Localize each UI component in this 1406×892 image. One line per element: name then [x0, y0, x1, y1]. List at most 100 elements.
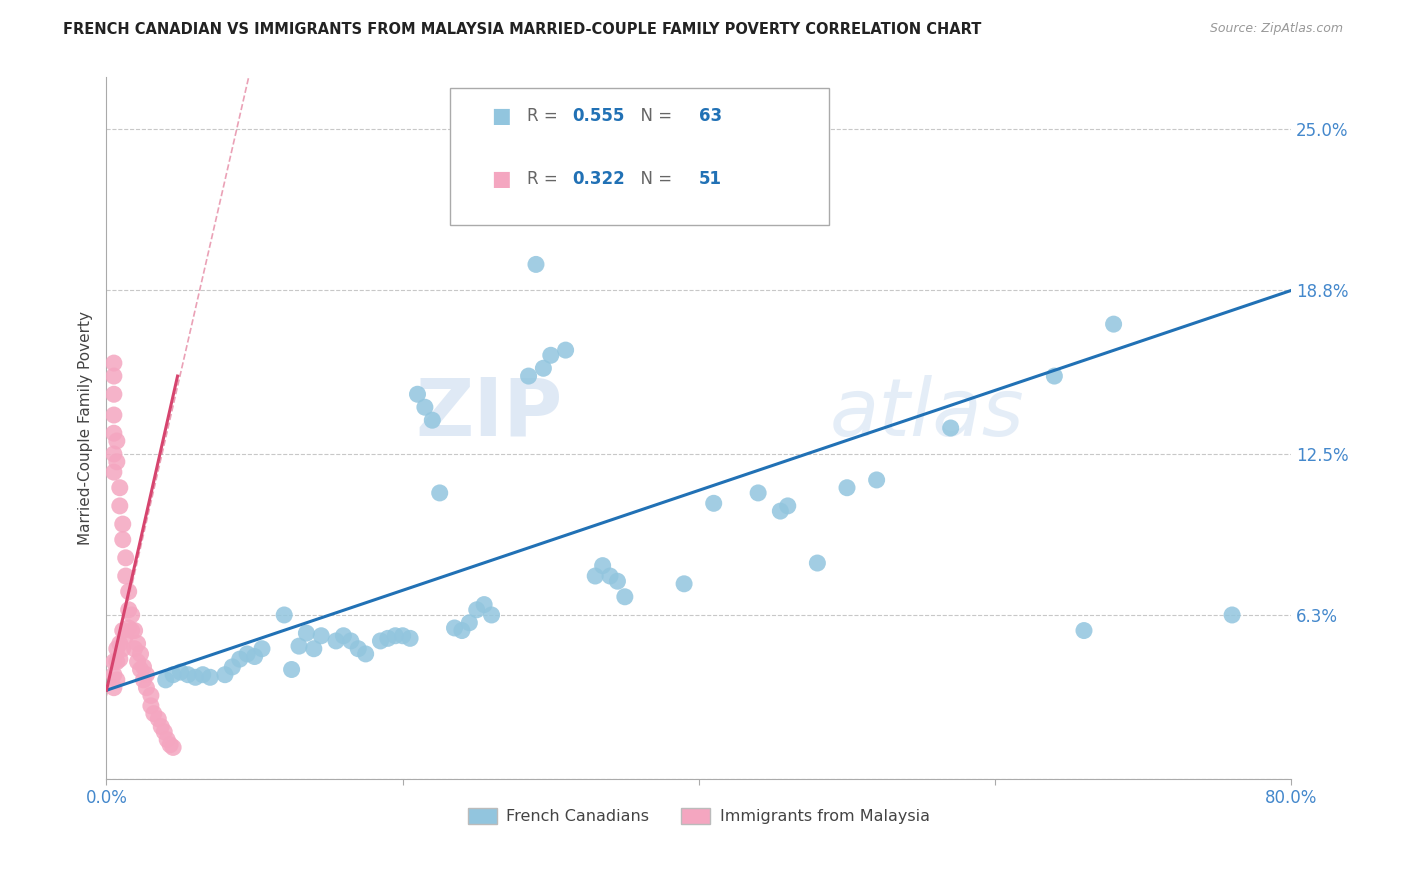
Point: [103, 447, 125, 461]
Point: [465, 603, 488, 617]
Text: 51: 51: [699, 170, 721, 188]
Point: [184, 670, 207, 684]
Y-axis label: Married-Couple Family Poverty: Married-Couple Family Poverty: [79, 311, 93, 545]
Point: [121, 607, 143, 622]
Point: [236, 647, 259, 661]
Point: [142, 706, 165, 721]
Point: [295, 626, 318, 640]
Point: [156, 732, 179, 747]
Point: [103, 408, 125, 422]
Point: [124, 624, 146, 638]
Point: [124, 641, 146, 656]
Point: [162, 667, 184, 681]
Point: [481, 607, 503, 622]
Point: [531, 361, 554, 376]
Point: [221, 660, 243, 674]
Point: [108, 499, 131, 513]
Point: [540, 348, 562, 362]
Point: [114, 550, 136, 565]
Text: N =: N =: [630, 107, 678, 125]
Point: [370, 634, 392, 648]
Point: [129, 663, 152, 677]
Point: [302, 641, 325, 656]
Point: [135, 681, 157, 695]
Point: [703, 496, 725, 510]
Point: [776, 499, 799, 513]
Text: R =: R =: [527, 170, 562, 188]
Point: [105, 673, 128, 687]
Point: [280, 663, 302, 677]
Point: [939, 421, 962, 435]
Point: [592, 558, 614, 573]
Point: [377, 632, 399, 646]
Point: [129, 647, 152, 661]
FancyBboxPatch shape: [450, 88, 830, 225]
Point: [111, 517, 134, 532]
Point: [105, 455, 128, 469]
Point: [399, 632, 422, 646]
Point: [1220, 607, 1243, 622]
Point: [114, 569, 136, 583]
Point: [103, 681, 125, 695]
Point: [127, 636, 149, 650]
Text: Source: ZipAtlas.com: Source: ZipAtlas.com: [1209, 22, 1343, 36]
Point: [747, 486, 769, 500]
Point: [132, 673, 155, 687]
Point: [673, 576, 696, 591]
Point: [420, 413, 443, 427]
Point: [150, 720, 173, 734]
Point: [806, 556, 828, 570]
Point: [340, 634, 363, 648]
Point: [273, 607, 295, 622]
Point: [111, 624, 134, 638]
Point: [658, 179, 681, 194]
Point: [139, 698, 162, 713]
Text: ■: ■: [492, 169, 512, 189]
Point: [443, 621, 465, 635]
Point: [835, 481, 858, 495]
Point: [243, 649, 266, 664]
Point: [159, 738, 181, 752]
Point: [177, 667, 200, 681]
Point: [413, 401, 436, 415]
Point: [132, 660, 155, 674]
Point: [139, 689, 162, 703]
Text: R =: R =: [527, 107, 562, 125]
Point: [103, 465, 125, 479]
Point: [599, 569, 621, 583]
Point: [169, 665, 191, 679]
Point: [384, 629, 406, 643]
Point: [524, 257, 547, 271]
Point: [458, 615, 481, 630]
Legend: French Canadians, Immigrants from Malaysia: French Canadians, Immigrants from Malays…: [458, 798, 939, 834]
Point: [105, 655, 128, 669]
Point: [191, 667, 214, 681]
Point: [391, 629, 413, 643]
Text: atlas: atlas: [830, 375, 1024, 453]
Point: [127, 655, 149, 669]
Point: [135, 667, 157, 681]
Point: [155, 673, 177, 687]
Point: [103, 667, 125, 681]
Point: [111, 641, 134, 656]
Point: [105, 641, 128, 656]
Point: [472, 598, 495, 612]
Point: [118, 621, 141, 635]
Point: [121, 624, 143, 638]
Point: [153, 724, 176, 739]
Point: [451, 624, 474, 638]
Text: 0.322: 0.322: [572, 170, 624, 188]
Point: [332, 629, 354, 643]
Text: ■: ■: [492, 106, 512, 126]
Point: [103, 655, 125, 669]
Point: [105, 434, 128, 448]
Point: [108, 652, 131, 666]
Text: N =: N =: [630, 170, 678, 188]
Point: [114, 629, 136, 643]
Point: [108, 481, 131, 495]
Point: [347, 641, 370, 656]
Point: [606, 574, 628, 589]
Point: [406, 387, 429, 401]
Point: [309, 629, 332, 643]
Point: [103, 426, 125, 441]
